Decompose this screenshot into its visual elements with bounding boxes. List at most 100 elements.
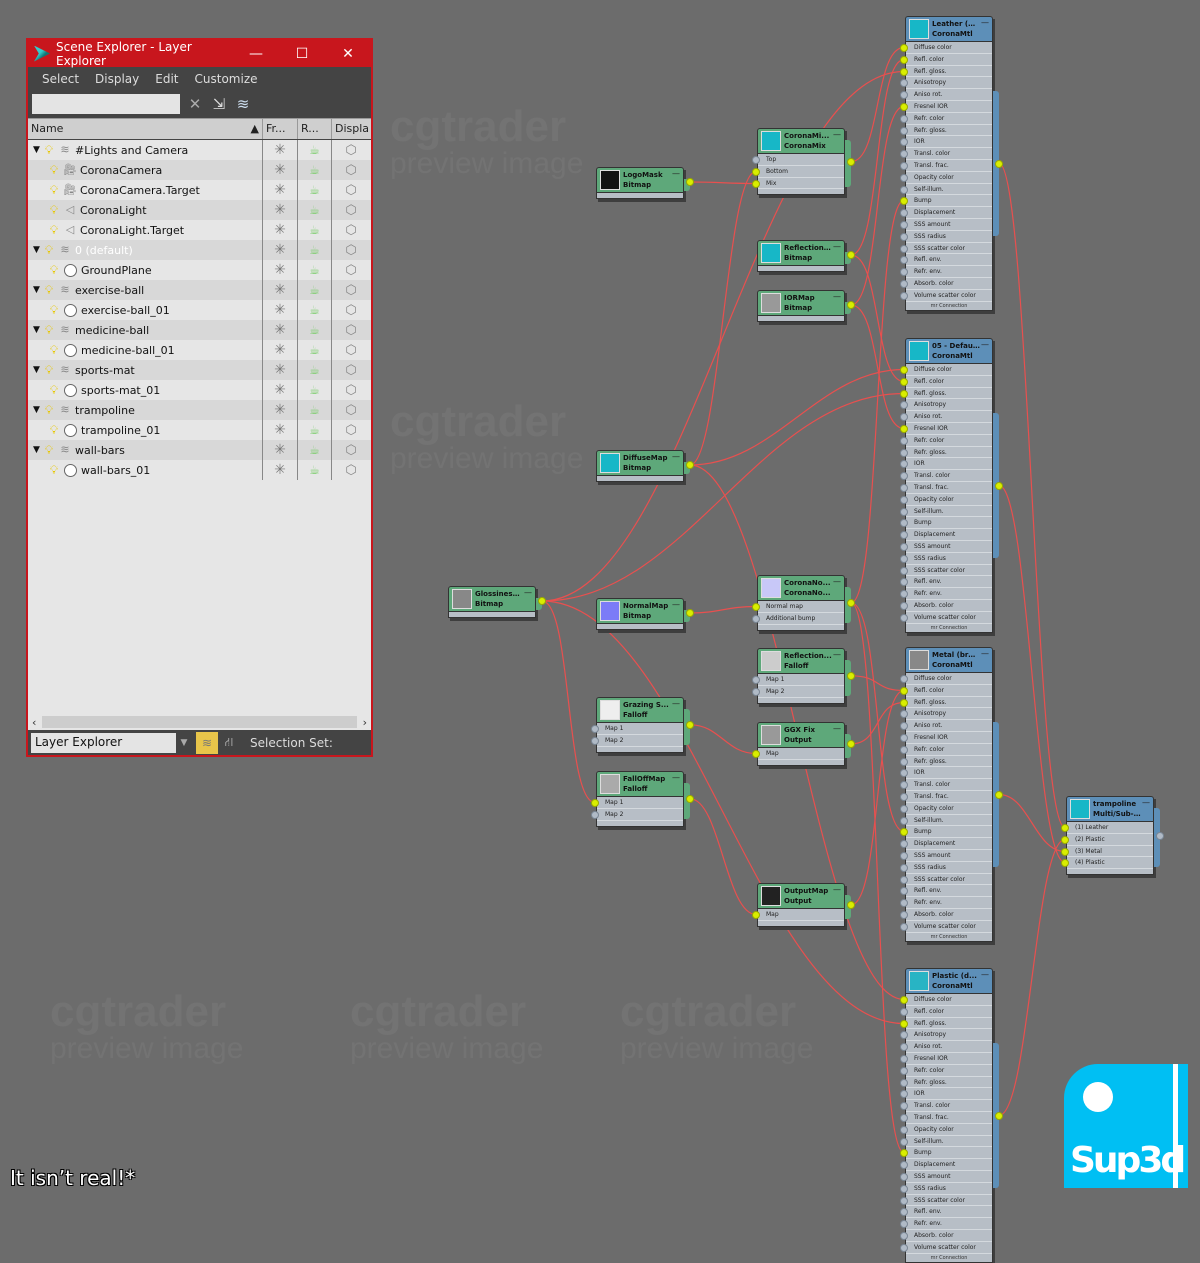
input-socket[interactable] <box>900 910 908 919</box>
close-button[interactable]: ✕ <box>342 45 354 62</box>
display-box-icon[interactable]: ⬡ <box>345 302 357 318</box>
display-box-icon[interactable]: ⬡ <box>345 142 357 158</box>
collapse-icon[interactable]: — <box>672 452 680 461</box>
input-socket[interactable] <box>900 126 908 135</box>
input-socket[interactable] <box>900 1078 908 1087</box>
input-socket[interactable] <box>900 483 908 492</box>
slot[interactable]: Diffuse color <box>906 42 992 54</box>
render-teapot-icon[interactable]: ☕︎ <box>298 200 332 220</box>
slot[interactable]: Transl. color <box>906 148 992 160</box>
horizontal-scrollbar[interactable]: ‹ › <box>28 714 371 730</box>
node-header[interactable]: trampoline Multi/Sub-... — <box>1066 796 1154 822</box>
slot[interactable]: Volume scatter color <box>906 921 992 933</box>
input-socket[interactable] <box>900 90 908 99</box>
slot[interactable]: Transl. frac. <box>906 160 992 172</box>
display-box-icon[interactable]: ⬡ <box>345 162 357 178</box>
display-box-icon[interactable]: ⬡ <box>345 362 357 378</box>
slot[interactable]: Refl. env. <box>906 254 992 267</box>
slot[interactable]: Absorb. color <box>906 600 992 612</box>
input-socket[interactable] <box>900 601 908 610</box>
collapse-icon[interactable]: — <box>981 970 989 979</box>
slot[interactable]: Refr. gloss. <box>906 447 992 459</box>
slot[interactable]: Aniso rot. <box>906 1041 992 1053</box>
input-socket[interactable] <box>900 745 908 754</box>
mr-connection-rollout[interactable]: mr Connection <box>930 302 968 309</box>
slot[interactable]: Bump <box>906 517 992 530</box>
slot[interactable]: SSS radius <box>906 231 992 243</box>
input-socket[interactable] <box>900 1054 908 1063</box>
slot[interactable]: Fresnel IOR <box>906 101 992 113</box>
scroll-right-icon[interactable]: › <box>362 715 367 729</box>
slot[interactable]: Refl. color <box>906 685 992 697</box>
lightbulb-icon[interactable]: 💡︎ <box>49 203 59 217</box>
mr-connection-rollout[interactable]: mr Connection <box>930 933 968 940</box>
input-socket[interactable] <box>900 389 908 398</box>
collapse-icon[interactable]: — <box>672 600 680 609</box>
output-socket[interactable] <box>995 1111 1003 1120</box>
lightbulb-icon[interactable]: 💡︎ <box>49 423 59 437</box>
display-box-icon[interactable]: ⬡ <box>345 182 357 198</box>
freeze-icon[interactable]: ✳ <box>263 360 298 380</box>
freeze-icon[interactable]: ✳ <box>263 380 298 400</box>
freeze-icon[interactable]: ✳ <box>263 400 298 420</box>
slot[interactable]: Transl. color <box>906 1100 992 1112</box>
slot[interactable]: Top <box>758 154 844 166</box>
slot[interactable]: SSS amount <box>906 219 992 231</box>
render-teapot-icon[interactable]: ☕︎ <box>298 440 332 460</box>
input-socket[interactable] <box>900 1219 908 1228</box>
node-header[interactable]: Grazing S... Falloff — <box>596 697 684 723</box>
output-socket[interactable] <box>847 598 855 607</box>
slot[interactable]: SSS scatter color <box>906 874 992 886</box>
tree-row[interactable]: ▼ 💡︎ ≋ exercise-ball ✳ ☕︎ ⬡ <box>28 280 371 300</box>
slot[interactable]: Self-illum. <box>906 1136 992 1148</box>
slot[interactable]: Fresnel IOR <box>906 732 992 744</box>
display-box-icon[interactable]: ⬡ <box>345 422 357 438</box>
node-header[interactable]: GlossinessMap Bitmap — <box>448 586 536 612</box>
find-select-icon[interactable]: ⇲ <box>212 95 226 113</box>
column-name[interactable]: Name ▲ <box>28 119 263 139</box>
collapse-icon[interactable]: — <box>981 340 989 349</box>
input-socket[interactable] <box>900 291 908 300</box>
slot[interactable]: Aniso rot. <box>906 89 992 101</box>
tree-row[interactable]: ▼ 💡︎ ≋ wall-bars ✳ ☕︎ ⬡ <box>28 440 371 460</box>
slot[interactable]: Diffuse color <box>906 364 992 376</box>
tree-row[interactable]: 💡︎ GroundPlane ✳ ☕︎ ⬡ <box>28 260 371 280</box>
node-default[interactable]: 05 - Defau... CoronaMtl — Diffuse color Re… <box>900 338 1003 633</box>
slot[interactable]: Refl. gloss. <box>906 66 992 78</box>
output-socket[interactable] <box>538 597 546 605</box>
input-socket[interactable] <box>900 886 908 895</box>
lightbulb-icon[interactable]: 💡︎ <box>44 143 54 157</box>
render-teapot-icon[interactable]: ☕︎ <box>298 420 332 440</box>
output-socket[interactable] <box>686 461 694 469</box>
collapse-icon[interactable]: — <box>981 649 989 658</box>
lightbulb-icon[interactable]: 💡︎ <box>44 323 54 337</box>
input-socket[interactable] <box>752 910 760 919</box>
input-socket[interactable] <box>900 875 908 884</box>
input-socket[interactable] <box>900 1172 908 1181</box>
hierarchy-mode-button[interactable]: ⛙ <box>224 735 234 749</box>
tree-row[interactable]: 💡︎ medicine-ball_01 ✳ ☕︎ ⬡ <box>28 340 371 360</box>
input-socket[interactable] <box>752 167 760 176</box>
input-socket[interactable] <box>900 220 908 229</box>
render-teapot-icon[interactable]: ☕︎ <box>298 360 332 380</box>
collapse-icon[interactable]: — <box>981 18 989 27</box>
input-socket[interactable] <box>900 1089 908 1098</box>
slot[interactable]: Volume scatter color <box>906 290 992 302</box>
input-socket[interactable] <box>900 1243 908 1252</box>
input-socket[interactable] <box>900 377 908 386</box>
render-teapot-icon[interactable]: ☕︎ <box>298 320 332 340</box>
column-display[interactable]: Displa... <box>335 122 370 135</box>
slot[interactable]: Opacity color <box>906 803 992 815</box>
slot[interactable]: Refr. env. <box>906 1218 992 1230</box>
freeze-icon[interactable]: ✳ <box>263 220 298 240</box>
slot[interactable]: Refr. color <box>906 435 992 447</box>
lightbulb-icon[interactable]: 💡︎ <box>44 243 54 257</box>
node-header[interactable]: Metal (bru... CoronaMtl — <box>905 647 993 673</box>
scroll-thumb[interactable] <box>42 716 357 728</box>
input-socket[interactable] <box>900 1160 908 1169</box>
render-teapot-icon[interactable]: ☕︎ <box>298 260 332 280</box>
render-teapot-icon[interactable]: ☕︎ <box>298 300 332 320</box>
slot[interactable]: Bump <box>906 195 992 208</box>
slot[interactable]: SSS amount <box>906 541 992 553</box>
slot[interactable]: Anisotropy <box>906 708 992 721</box>
